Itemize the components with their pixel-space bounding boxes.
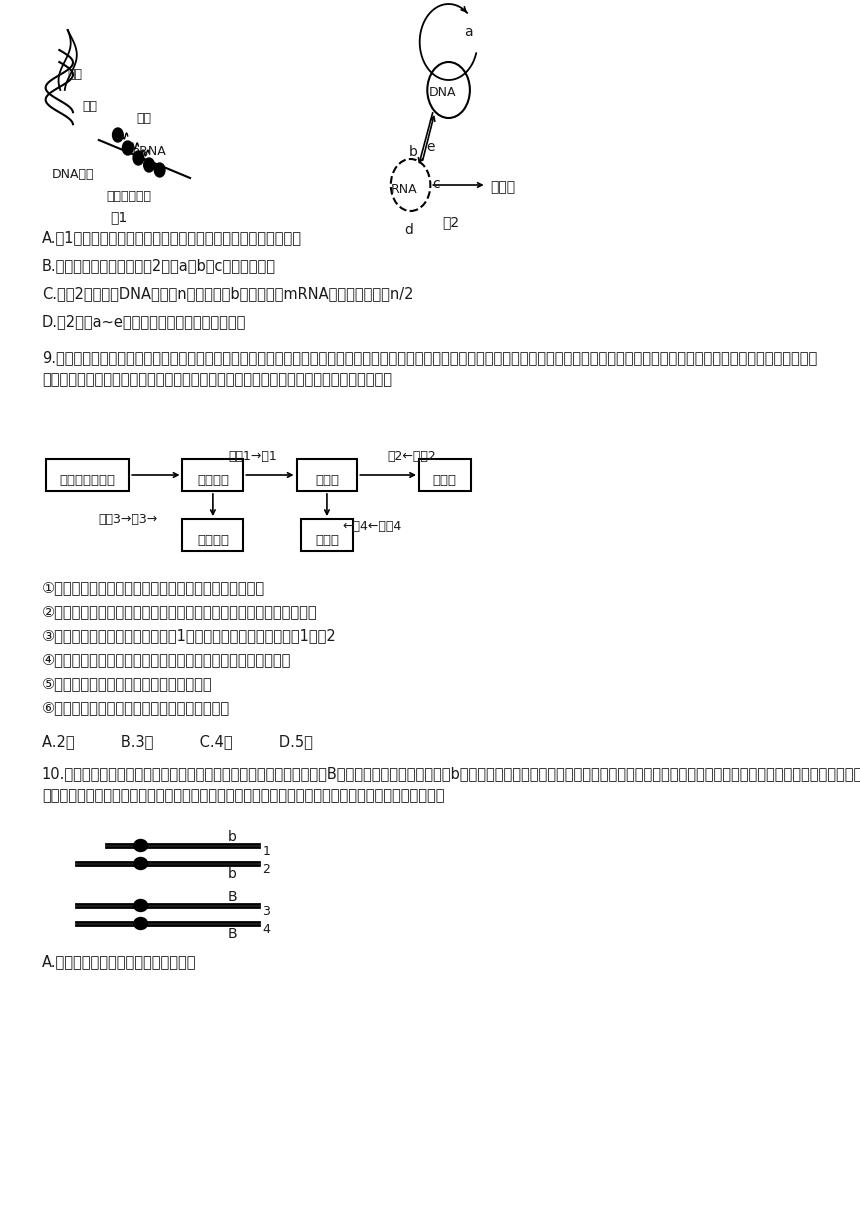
Text: B: B [228,890,237,903]
Text: ⑥基因与性状的关系并不是简单的一一对应关系: ⑥基因与性状的关系并不是简单的一一对应关系 [42,700,230,715]
Text: ①基因可以通过控制蛋白质的结构直接控制生物体的性状: ①基因可以通过控制蛋白质的结构直接控制生物体的性状 [42,580,265,595]
Text: ③苯丙酮尿症的病因是不能合成酶1，白化病的病因是不能合成酶1或酶2: ③苯丙酮尿症的病因是不能合成酶1，白化病的病因是不能合成酶1或酶2 [42,627,336,643]
Text: 图2: 图2 [443,215,459,229]
Bar [182,519,243,551]
Text: RNA: RNA [391,182,418,196]
Text: 3: 3 [262,905,270,918]
Text: 苯丙氨酸: 苯丙氨酸 [197,473,229,486]
Text: 食物中的蛋白质: 食物中的蛋白质 [59,473,115,486]
Text: 图1: 图1 [110,210,127,224]
Circle shape [154,163,165,178]
Text: DNA双链: DNA双链 [52,168,95,181]
Text: ←酶4←基因4: ←酶4←基因4 [342,520,402,533]
Text: D.图2所示a~e过程中均存在碱基互补配对现象: D.图2所示a~e过程中均存在碱基互补配对现象 [42,314,246,330]
Text: 如图所示。已知含有该缺失染色体的花粉不育，现以该植株为父本进行测交实验。下列相关叙述错误的是: 如图所示。已知含有该缺失染色体的花粉不育，现以该植株为父本进行测交实验。下列相关… [42,788,445,803]
Circle shape [133,151,144,165]
Text: 酶甲: 酶甲 [82,100,97,113]
Bar [301,519,353,551]
Text: 4: 4 [262,923,270,936]
Text: 基因3→酶3→: 基因3→酶3→ [99,513,158,527]
Text: ④降低食物中苯丙氨酸的含量有利于苯丙酮尿症患者病情的缓解: ④降低食物中苯丙氨酸的含量有利于苯丙酮尿症患者病情的缓解 [42,652,292,668]
Text: d: d [404,223,414,237]
Text: b: b [228,831,237,844]
Text: 酪氨酸: 酪氨酸 [315,473,339,486]
Circle shape [144,158,154,171]
Circle shape [122,141,133,154]
Text: DNA: DNA [429,86,457,98]
Text: A.2项          B.3项          C.4项          D.5项: A.2项 B.3项 C.4项 D.5项 [42,734,313,749]
Text: 合成中的多肽: 合成中的多肽 [107,190,151,203]
Text: 酶2←基因2: 酶2←基因2 [388,450,437,463]
Text: B.人的神经细胞内能发生图2所示a、b、c三个生理过程: B.人的神经细胞内能发生图2所示a、b、c三个生理过程 [42,258,276,274]
Ellipse shape [134,857,148,869]
Bar [46,458,129,491]
Text: A.图中的变异类型属于染色体结构变异: A.图中的变异类型属于染色体结构变异 [42,955,196,969]
Text: 9.人类白化病和苯丙酮尿症是由于某些氨基酸代谢异常引起的疾病，前者是不能合成黑色素，后者是苯丙酮酸在体内积累所致。下图表示人体内苯丙氨酸的部分代谢过程，由图能得: 9.人类白化病和苯丙酮尿症是由于某些氨基酸代谢异常引起的疾病，前者是不能合成黑色… [42,350,817,365]
Ellipse shape [134,839,148,851]
Text: 2: 2 [262,863,270,876]
Text: c: c [432,178,439,191]
Ellipse shape [134,918,148,929]
Text: b: b [409,145,418,159]
Text: 在体内积累所致。下图表示人体内苯丙氨酸的部分代谢过程，由图能得出的正确结论有几项: 在体内积累所致。下图表示人体内苯丙氨酸的部分代谢过程，由图能得出的正确结论有几项 [42,372,392,387]
Text: 黑色素: 黑色素 [433,473,457,486]
Text: 基因1→酶1: 基因1→酶1 [228,450,277,463]
Text: mRNA: mRNA [128,145,167,158]
Text: ②基因可以通过控制酶的合成来控制代谢过程，进而控制生物体的性状: ②基因可以通过控制酶的合成来控制代谢过程，进而控制生物体的性状 [42,604,317,619]
Ellipse shape [134,900,148,912]
Text: 蛋白质: 蛋白质 [490,180,515,195]
Text: 多巴胺: 多巴胺 [315,534,339,546]
Circle shape [113,128,123,142]
Text: B: B [228,927,237,941]
Text: 1: 1 [262,845,270,858]
Text: 10.某植株的一条染色体发生了缺失突变，缺失染色体上有红色显性基因B正常染色体上有白色隐性基因b，如图所示。已知含有该缺失染色体的花粉不育，现以该植株为父本进行: 10.某植株的一条染色体发生了缺失突变，缺失染色体上有红色显性基因B正常染色体上… [42,766,860,781]
Text: e: e [426,140,434,154]
Text: 酶乙: 酶乙 [137,112,152,125]
Bar [297,458,358,491]
Text: ⑤食物中缺少酪氨酸一定会导致患白化病会: ⑤食物中缺少酪氨酸一定会导致患白化病会 [42,676,212,691]
Text: 苯丙酮酸: 苯丙酮酸 [197,534,229,546]
Bar [182,458,243,491]
Text: A.图1所示过程可在原核细胞中进行，只有酶丙能催化氢键的断裂: A.图1所示过程可在原核细胞中进行，只有酶丙能催化氢键的断裂 [42,230,302,244]
Bar [419,458,470,491]
Text: C.若图2中的一个DNA分子含n个碱基，则b过程得到的mRNA分子中碱基数是n/2: C.若图2中的一个DNA分子含n个碱基，则b过程得到的mRNA分子中碱基数是n/… [42,286,414,302]
Text: a: a [464,26,472,39]
Text: b: b [228,867,237,882]
Text: 酶丙: 酶丙 [67,68,82,81]
